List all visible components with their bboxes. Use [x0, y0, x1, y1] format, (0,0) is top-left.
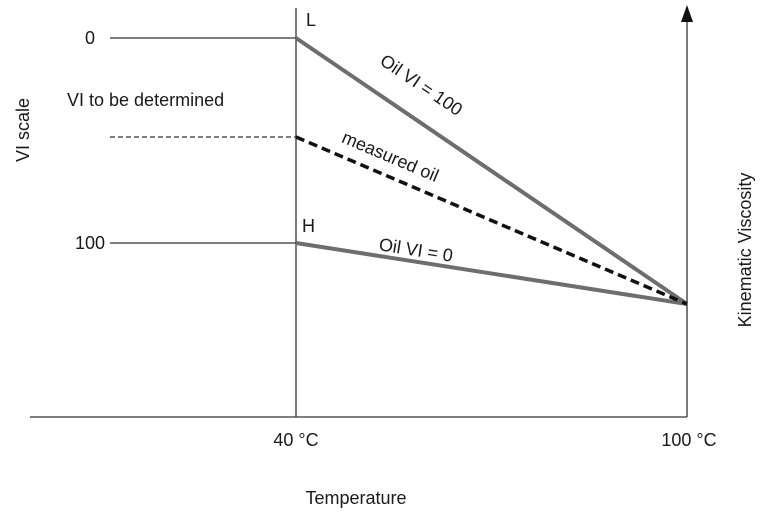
point-h-label: H [302, 216, 315, 236]
oil-vi-100-line [294, 36, 689, 306]
y-axis-title: Kinematic Viscosity [735, 173, 755, 328]
measured-oil-line [295, 135, 688, 306]
viscosity-axis-arrow-icon [681, 5, 693, 22]
oil-vi-100-label: Oil VI = 100 [377, 50, 467, 119]
x-axis-title: Temperature [305, 488, 406, 508]
vi-scale-label: VI scale [13, 98, 33, 162]
vi-zero-label: 0 [85, 28, 95, 48]
vi-to-be-determined-label: VI to be determined [67, 90, 224, 110]
point-l-label: L [306, 10, 316, 30]
temp-40-label: 40 °C [273, 430, 318, 450]
vi-hundred-label: 100 [75, 233, 105, 253]
oil-vi-0-line [295, 241, 688, 306]
temp-100-label: 100 °C [661, 430, 716, 450]
